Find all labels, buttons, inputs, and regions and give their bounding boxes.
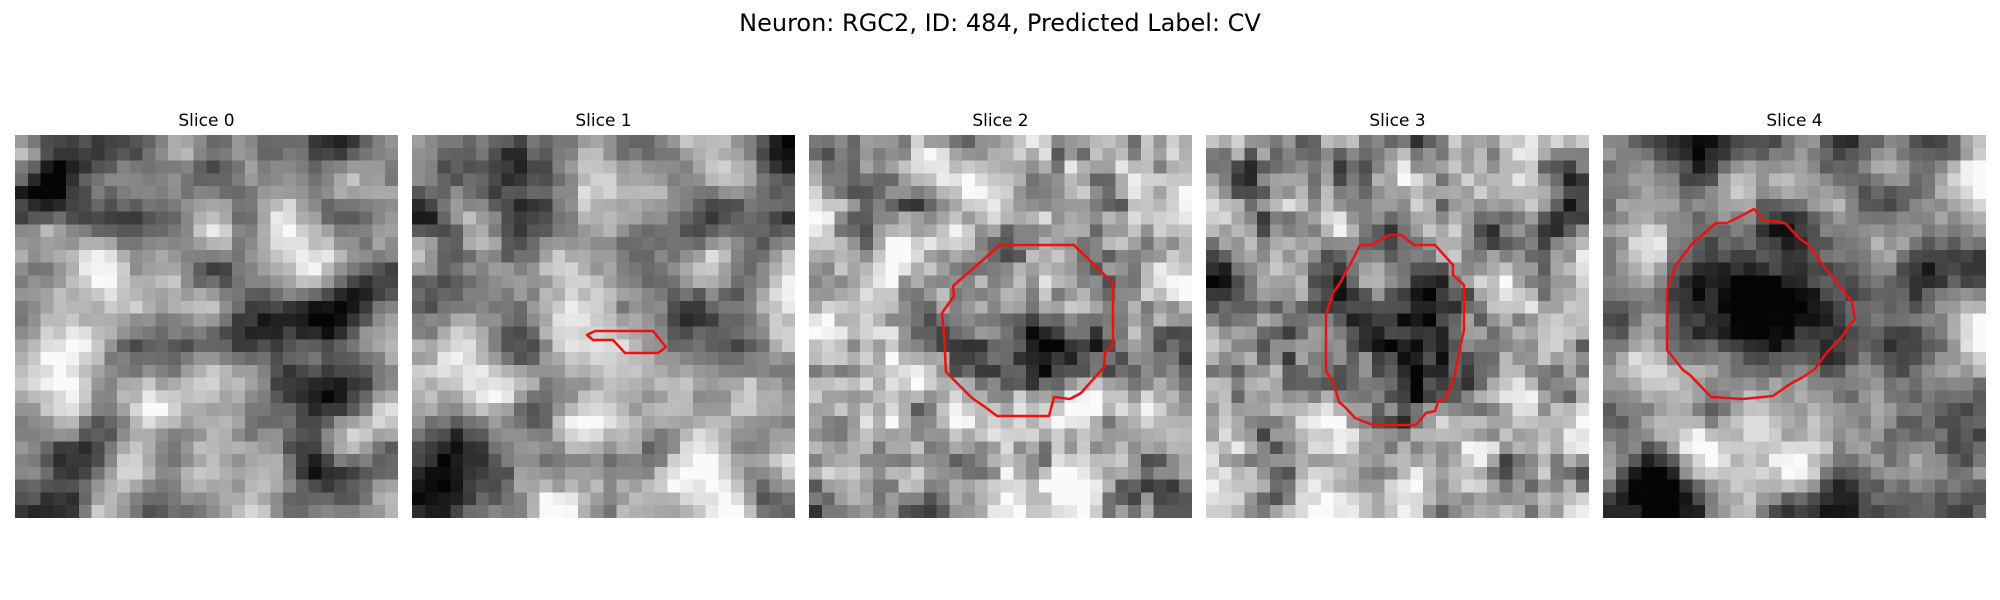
grayscale-slice-image [412,135,795,518]
slice-panel-2: Slice 2 [809,110,1192,518]
slice-image-0 [15,135,398,518]
slice-title-1: Slice 1 [575,111,632,131]
slice-title-2: Slice 2 [972,111,1029,131]
segmentation-contour-1 [585,329,668,355]
contour-outline [1665,207,1857,401]
slice-panel-0: Slice 0 [15,110,398,518]
slice-image-2 [809,135,1192,518]
slice-panel-4: Slice 4 [1603,110,1986,518]
grayscale-slice-image [15,135,398,518]
segmentation-contour-4 [1665,207,1857,401]
segmentation-contour-2 [940,243,1115,418]
slice-title-3: Slice 3 [1369,111,1426,131]
contour-outline [1324,233,1466,427]
segmentation-contour-3 [1324,233,1466,427]
slice-title-0: Slice 0 [178,111,235,131]
figure-title: Neuron: RGC2, ID: 484, Predicted Label: … [739,9,1261,37]
slice-image-1 [412,135,795,518]
slice-panel-1: Slice 1 [412,110,795,518]
slice-panel-3: Slice 3 [1206,110,1589,518]
slice-image-3 [1206,135,1589,518]
grayscale-slice-image [809,135,1192,518]
contour-outline [940,243,1115,418]
slice-title-4: Slice 4 [1766,111,1823,131]
slice-image-4 [1603,135,1986,518]
contour-outline [585,329,668,355]
grayscale-slice-image [1206,135,1589,518]
